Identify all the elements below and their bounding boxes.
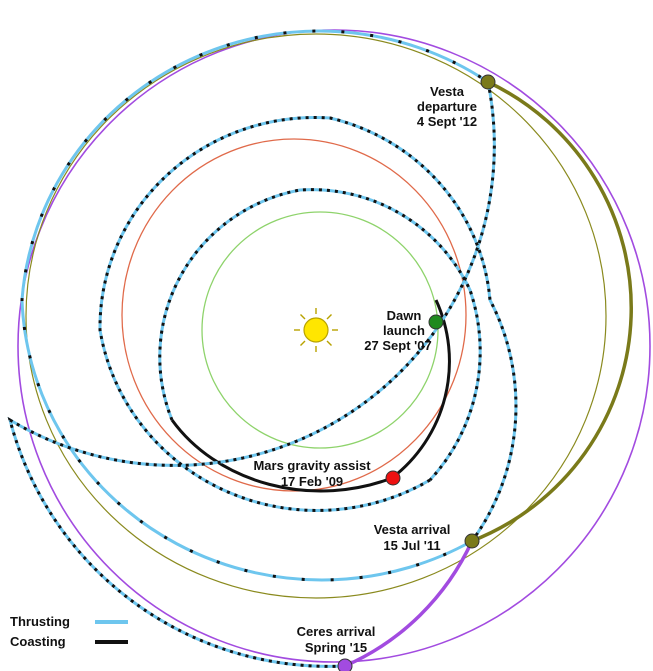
- dawn-launch-line2: launch: [383, 323, 425, 338]
- earth-orbit: [201, 211, 439, 449]
- legend-coasting-label: Coasting: [10, 634, 66, 649]
- ceres-arrival-line2: Spring '15: [305, 640, 367, 655]
- dawn-launch-marker: [428, 314, 444, 330]
- mars-orbit: [121, 138, 467, 492]
- mars-assist-label: Mars gravity assist 17 Feb '09: [253, 458, 371, 489]
- ceres-arrival-line1: Ceres arrival: [297, 624, 376, 639]
- vesta-departure-label: Vesta departure 4 Sept '12: [417, 84, 477, 129]
- ceres-arrival-marker: [337, 658, 353, 671]
- sun-icon: [294, 308, 338, 352]
- trajectory-mars-coast: [170, 419, 393, 493]
- trajectory-coasting-dashes: [20, 29, 489, 582]
- vesta-arrival-line1: Vesta arrival: [374, 522, 451, 537]
- dawn-launch-line1: Dawn: [387, 308, 422, 323]
- vesta-arrival-label: Vesta arrival 15 Jul '11: [374, 522, 451, 553]
- ceres-arrival-label: Ceres arrival Spring '15: [297, 624, 376, 655]
- trajectory-coasting-dashes: [98, 116, 518, 542]
- vesta-departure-line3: 4 Sept '12: [417, 114, 477, 129]
- dawn-launch-label: Dawn launch 27 Sept '07: [364, 308, 431, 353]
- trajectory-coasting-dashes: [158, 188, 482, 482]
- vesta-arrival-marker: [464, 533, 480, 549]
- trajectory-launch-to-mars: [391, 299, 451, 480]
- mars-assist-line2: 17 Feb '09: [281, 474, 343, 489]
- legend-thrusting-label: Thrusting: [10, 614, 70, 629]
- ceres-approach-arc: [344, 540, 474, 668]
- dawn-launch-line3: 27 Sept '07: [364, 338, 431, 353]
- legend: Thrusting Coasting: [10, 614, 128, 649]
- trajectory-coasting-dashes: [7, 81, 496, 668]
- mars-assist-line1: Mars gravity assist: [253, 458, 371, 473]
- vesta-departure-line1: Vesta: [430, 84, 465, 99]
- mars-assist-marker: [385, 470, 401, 486]
- vesta-departure-line2: departure: [417, 99, 477, 114]
- vesta-arrival-line2: 15 Jul '11: [383, 538, 440, 553]
- vesta-orbit: [25, 33, 607, 599]
- vesta-departure-marker: [480, 74, 496, 90]
- trajectory: [7, 29, 518, 668]
- vesta-stay-arc: [471, 80, 633, 543]
- ceres-orbit: [17, 29, 651, 663]
